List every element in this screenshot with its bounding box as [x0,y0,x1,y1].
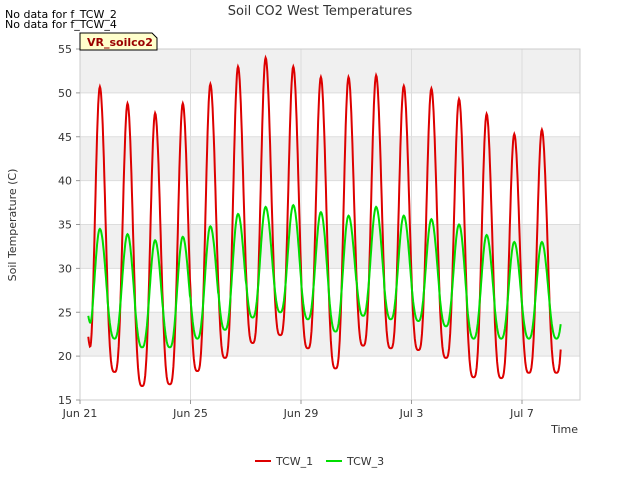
background-band [80,136,580,181]
y-tick-label: 35 [58,219,72,232]
y-tick-label: 20 [58,350,72,363]
no-data-note-1: No data for f_TCW_2 [5,8,117,21]
y-axis: 15 20 25 30 35 40 45 50 55 [58,43,80,407]
y-tick-label: 55 [58,43,72,56]
x-tick-label: Jul 3 [399,407,424,420]
legend-label-tcw-3: TCW_3 [346,455,384,468]
x-tick-label: Jun 29 [283,407,319,420]
site-label: VR_soilco2 [87,36,153,49]
chart-title: Soil CO2 West Temperatures [228,4,413,19]
series-line-tcw-1 [87,54,562,387]
x-tick-label: Jun 25 [172,407,208,420]
x-axis: Jun 21 Jun 25 Jun 29 Jul 3 Jul 7 [62,400,534,420]
y-tick-label: 45 [58,131,72,144]
x-tick-label: Jul 7 [509,407,534,420]
x-tick-label: Jun 21 [62,407,98,420]
background-band [80,49,580,93]
background-band [80,224,580,269]
y-tick-label: 30 [58,262,72,275]
series-line-tcw-3 [87,203,562,349]
y-tick-label: 25 [58,306,72,319]
no-data-note-2: No data for f_TCW_4 [5,18,117,31]
y-tick-label: 40 [58,175,72,188]
legend: TCW_1 TCW_3 [255,455,384,468]
x-axis-label: Time [550,423,578,436]
site-label-box: VR_soilco2 [79,32,158,51]
series-lines [87,54,562,387]
y-tick-label: 50 [58,87,72,100]
y-tick-label: 15 [58,394,72,407]
legend-label-tcw-1: TCW_1 [275,455,313,468]
y-axis-label: Soil Temperature (C) [6,169,19,282]
